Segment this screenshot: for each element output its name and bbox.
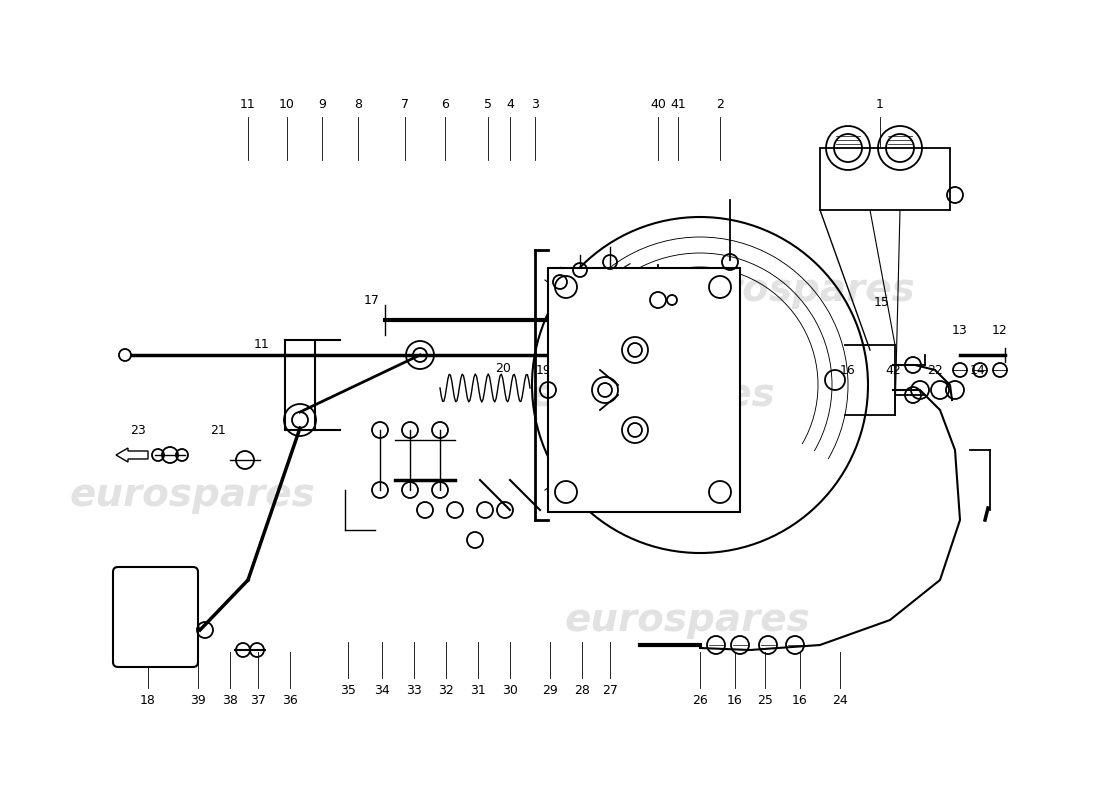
Text: 11: 11 xyxy=(254,338,270,351)
Text: 6: 6 xyxy=(441,98,449,111)
Text: 1: 1 xyxy=(876,98,884,111)
Text: 38: 38 xyxy=(222,694,238,706)
Text: 35: 35 xyxy=(340,683,356,697)
Text: 21: 21 xyxy=(210,423,225,437)
Text: 2: 2 xyxy=(716,98,724,111)
Text: 9: 9 xyxy=(318,98,326,111)
Text: eurospares: eurospares xyxy=(70,476,316,514)
Text: 8: 8 xyxy=(354,98,362,111)
Text: 5: 5 xyxy=(484,98,492,111)
Text: eurospares: eurospares xyxy=(670,271,915,309)
Text: 4: 4 xyxy=(506,98,514,111)
FancyArrow shape xyxy=(116,448,148,462)
Text: 7: 7 xyxy=(402,98,409,111)
Text: 39: 39 xyxy=(190,694,206,706)
Text: 29: 29 xyxy=(542,683,558,697)
Text: 12: 12 xyxy=(992,323,1008,337)
Text: 36: 36 xyxy=(282,694,298,706)
Circle shape xyxy=(119,349,131,361)
Text: 15: 15 xyxy=(874,295,890,309)
Text: 10: 10 xyxy=(279,98,295,111)
Text: 26: 26 xyxy=(692,694,708,706)
Text: 23: 23 xyxy=(130,423,146,437)
Text: 16: 16 xyxy=(840,363,856,377)
Text: 31: 31 xyxy=(470,683,486,697)
Text: eurospares: eurospares xyxy=(530,376,775,414)
Text: 18: 18 xyxy=(140,694,156,706)
Text: 28: 28 xyxy=(574,683,590,697)
Text: 34: 34 xyxy=(374,683,389,697)
FancyBboxPatch shape xyxy=(113,567,198,667)
Text: 17: 17 xyxy=(364,294,380,306)
Text: 33: 33 xyxy=(406,683,422,697)
Text: 3: 3 xyxy=(531,98,539,111)
Text: 42: 42 xyxy=(886,363,901,377)
Bar xyxy=(548,268,740,512)
Text: 20: 20 xyxy=(495,362,510,374)
Text: 32: 32 xyxy=(438,683,454,697)
Text: 40: 40 xyxy=(650,98,666,111)
Text: 25: 25 xyxy=(757,694,773,706)
Text: eurospares: eurospares xyxy=(565,601,811,639)
Text: 24: 24 xyxy=(832,694,848,706)
Text: 16: 16 xyxy=(792,694,807,706)
Text: 22: 22 xyxy=(927,363,943,377)
Text: 13: 13 xyxy=(953,323,968,337)
Text: 11: 11 xyxy=(240,98,256,111)
Text: 16: 16 xyxy=(727,694,742,706)
Bar xyxy=(820,148,950,210)
Text: 37: 37 xyxy=(250,694,266,706)
Text: 14: 14 xyxy=(970,363,986,377)
Text: 41: 41 xyxy=(670,98,686,111)
Text: 19: 19 xyxy=(536,363,552,377)
Text: 27: 27 xyxy=(602,683,618,697)
Text: 30: 30 xyxy=(502,683,518,697)
